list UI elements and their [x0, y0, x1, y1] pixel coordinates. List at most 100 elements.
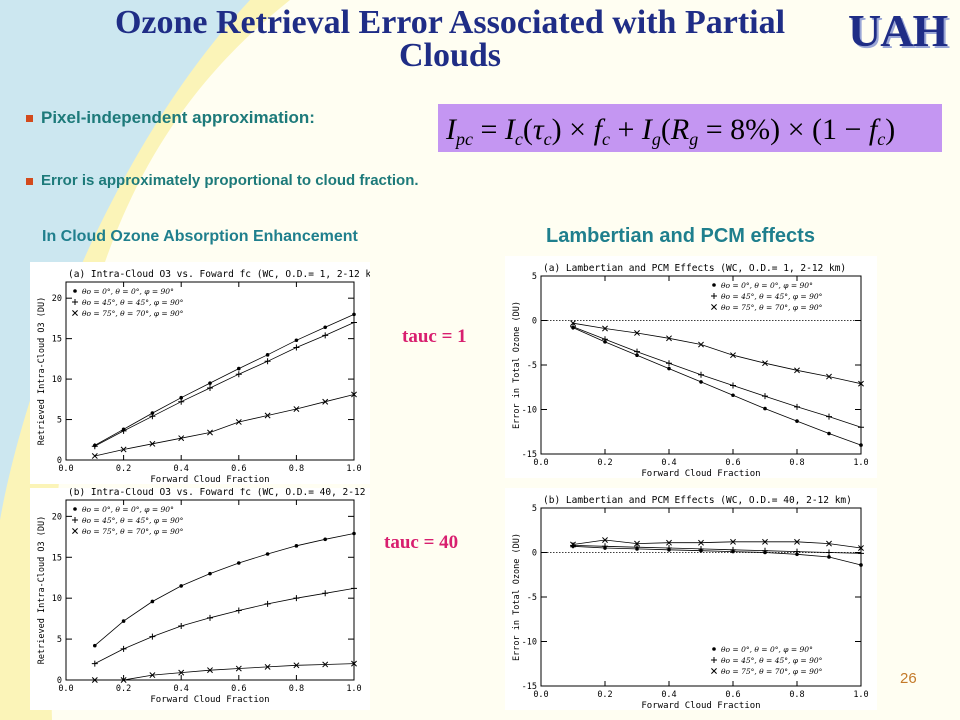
data-point [91, 443, 98, 450]
y-tick-label: 0 [532, 317, 537, 327]
data-point [698, 539, 704, 546]
legend-marker [711, 657, 717, 663]
data-point [731, 393, 735, 398]
y-tick-label: 20 [52, 294, 62, 304]
x-tick-label: 0.6 [725, 690, 740, 700]
data-point [293, 344, 300, 351]
legend-entry: θo = 45°, θ = 45°, φ = 90° [721, 656, 823, 665]
data-point [826, 549, 832, 556]
data-point [264, 358, 271, 365]
y-tick-label: 15 [52, 335, 62, 345]
x-tick-label: 0.8 [289, 684, 304, 694]
chart-title: (a) Lambertian and PCM Effects (WC, O.D.… [543, 263, 846, 274]
data-point [730, 382, 736, 389]
series-line [94, 394, 355, 457]
data-point [91, 453, 98, 459]
series-line [572, 545, 862, 554]
slide-title: Ozone Retrieval Error Associated with Pa… [114, 4, 786, 74]
left-column-heading: In Cloud Ozone Absorption Enhancement [42, 228, 358, 245]
data-point [293, 662, 300, 669]
data-point [859, 563, 863, 567]
data-point [150, 411, 155, 415]
legend-marker [72, 299, 78, 305]
data-point [570, 320, 576, 327]
y-tick-label: -10 [522, 406, 537, 416]
data-point [121, 619, 126, 623]
data-point [178, 435, 185, 442]
series-1 [571, 325, 863, 447]
x-tick-label: 0.8 [789, 690, 804, 700]
x-tick-label: 0.4 [174, 684, 189, 694]
legend-entry: θo = 0°, θ = 0°, φ = 90° [721, 645, 813, 654]
data-point [351, 319, 357, 326]
data-point [235, 607, 242, 614]
data-point [207, 429, 213, 436]
tauc-1-label: tauc = 1 [402, 326, 467, 347]
x-tick-label: 0.8 [289, 464, 304, 474]
legend-entry: θo = 0°, θ = 0°, φ = 90° [82, 505, 174, 514]
series-2 [570, 323, 864, 431]
y-tick-label: 0 [532, 549, 537, 559]
legend-entry: θo = 75°, θ = 70°, φ = 90° [82, 527, 184, 536]
data-point [570, 542, 576, 549]
data-point [698, 545, 704, 552]
series-line [94, 533, 355, 646]
tauc-40-label: tauc = 40 [384, 532, 459, 553]
legend-marker [72, 310, 78, 316]
series-1 [571, 544, 863, 567]
data-point [323, 325, 328, 330]
data-point [235, 665, 242, 672]
data-point [149, 633, 156, 640]
data-point [762, 538, 768, 545]
x-axis-label: Forward Cloud Fraction [150, 695, 269, 705]
series-3 [570, 537, 864, 552]
svg-text:Ipc = Ic(τc) × fc + Ig(Rg = 8%: Ipc = Ic(τc) × fc + Ig(Rg = 8%) × (1 − f… [445, 113, 895, 149]
x-tick-label: 0.2 [597, 458, 612, 468]
data-point [570, 541, 576, 548]
y-axis-label: Retrieved Intra-Cloud O3 (DU) [37, 297, 47, 445]
data-point [602, 336, 608, 343]
data-point [237, 366, 241, 371]
data-point [826, 373, 832, 380]
data-point [634, 330, 640, 336]
bullet-marker [26, 115, 33, 123]
x-tick-label: 0.6 [231, 464, 246, 474]
data-point [351, 660, 357, 667]
chart-intra-cloud-od40: (b) Intra-Cloud O3 vs. Foward fc (WC, O.… [30, 488, 370, 710]
data-point [858, 545, 864, 552]
chart-lambertian-pcm-od1: (a) Lambertian and PCM Effects (WC, O.D.… [505, 256, 877, 478]
series-2 [91, 585, 357, 667]
legend-entry: θo = 75°, θ = 70°, φ = 90° [82, 309, 184, 318]
y-axis-label: Error in Total Ozone (DU) [512, 533, 522, 661]
bullet-error-proportional: Error is approximately proportional to c… [26, 172, 419, 189]
data-point [207, 614, 213, 621]
data-point [322, 398, 329, 405]
chart-title: (a) Intra-Cloud O3 vs. Foward fc (WC, O.… [68, 269, 370, 280]
x-tick-label: 0.0 [58, 684, 73, 694]
y-tick-label: -15 [522, 450, 537, 460]
legend-marker [72, 517, 78, 523]
legend-entry: θo = 45°, θ = 45°, φ = 90° [82, 516, 184, 525]
legend-marker [73, 507, 77, 511]
legend-marker [712, 283, 716, 287]
chart-lambertian-pcm-od40: (b) Lambertian and PCM Effects (WC, O.D.… [505, 488, 877, 710]
data-point [858, 380, 864, 387]
x-tick-label: 1.0 [346, 684, 361, 694]
legend-entry: θo = 0°, θ = 0°, φ = 90° [82, 287, 174, 296]
series-1 [93, 531, 356, 648]
data-point [351, 585, 357, 592]
equation-box: Ipc = Ic(τc) × fc + Ig(Rg = 8%) × (1 − f… [438, 104, 942, 152]
data-point [730, 546, 736, 553]
legend-entry: θo = 45°, θ = 45°, φ = 90° [82, 298, 184, 307]
y-tick-label: 0 [57, 456, 62, 466]
series-2 [570, 542, 864, 557]
data-point [666, 360, 672, 367]
data-point [352, 312, 356, 317]
data-point [322, 332, 329, 339]
y-tick-label: 15 [52, 553, 62, 563]
data-point [666, 545, 672, 552]
y-tick-label: -5 [527, 361, 537, 371]
data-point [602, 325, 608, 332]
right-column-heading: Lambertian and PCM effects [546, 225, 815, 247]
x-axis-label: Forward Cloud Fraction [641, 701, 760, 710]
